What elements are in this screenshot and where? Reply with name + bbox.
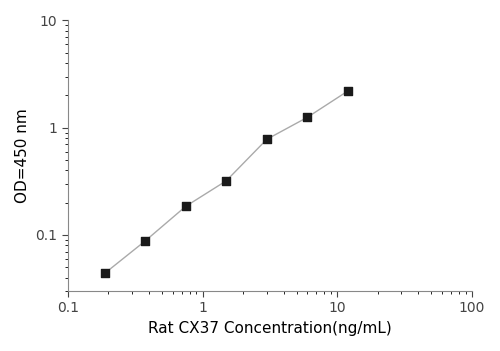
X-axis label: Rat CX37 Concentration(ng/mL): Rat CX37 Concentration(ng/mL) — [148, 321, 392, 336]
Point — [182, 204, 190, 209]
Y-axis label: OD=450 nm: OD=450 nm — [15, 108, 30, 203]
Point — [263, 137, 271, 142]
Point — [304, 114, 312, 120]
Point — [344, 88, 352, 94]
Point — [222, 178, 230, 184]
Point — [101, 270, 109, 276]
Point — [141, 238, 149, 244]
